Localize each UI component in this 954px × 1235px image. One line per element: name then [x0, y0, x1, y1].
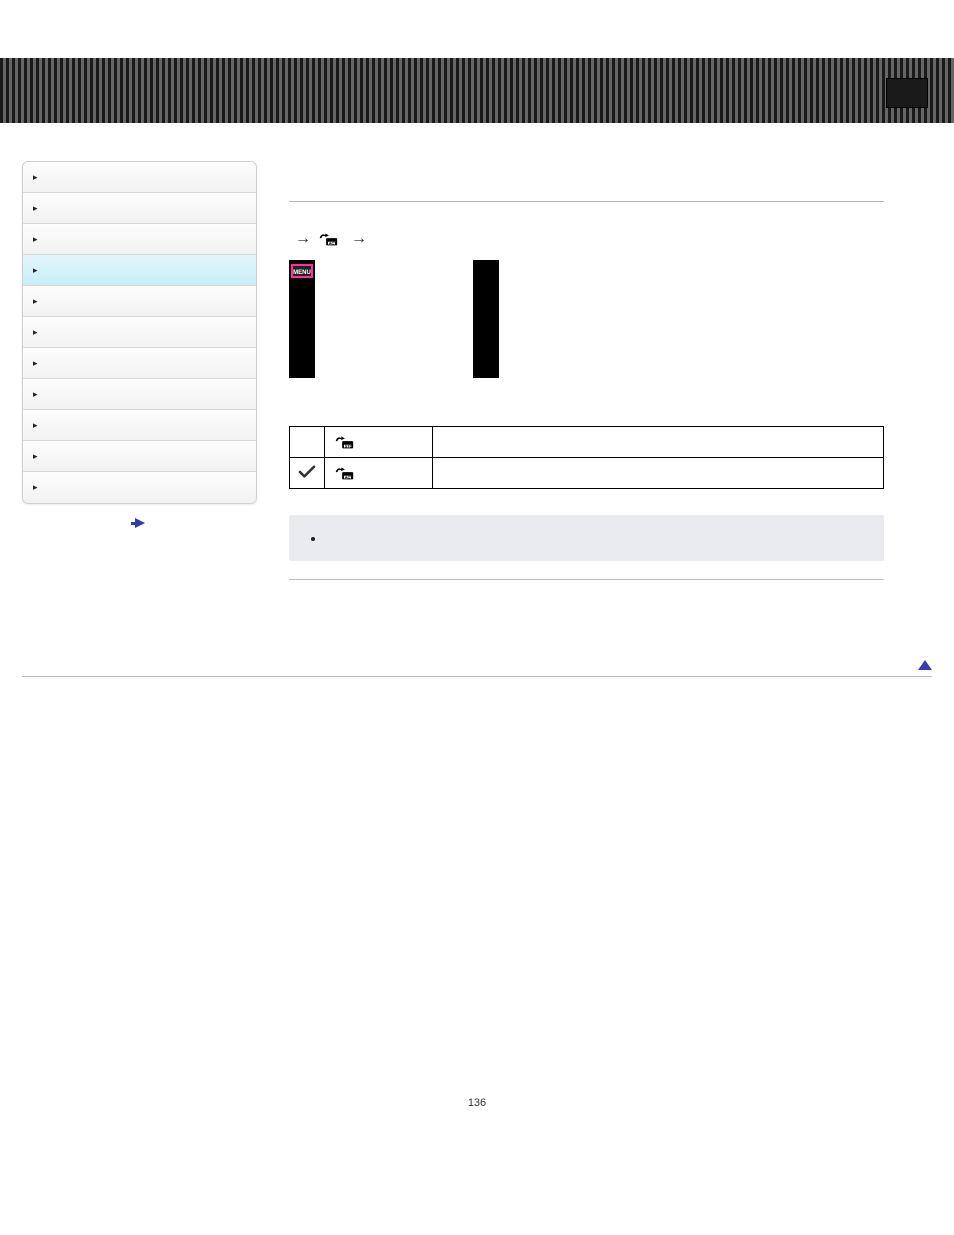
menu-badge[interactable]: MENU [291, 264, 313, 278]
steadyshot-std-icon: STD [333, 433, 355, 451]
table-row: STD [290, 427, 884, 458]
sidebar-item-2[interactable]: ▸ [23, 224, 256, 255]
arrow-right-glyph: → [295, 230, 311, 248]
camera-preview: MENU [289, 260, 499, 378]
caret-right-icon: ▸ [33, 358, 38, 369]
page-number: 136 [0, 1097, 954, 1109]
sidebar-item-4[interactable]: ▸ [23, 286, 256, 317]
steadyshot-icon: ACT [317, 230, 339, 248]
step-breadcrumb: → ACT → [289, 230, 884, 248]
sidebar-next-arrow[interactable] [22, 518, 257, 528]
caret-right-icon: ▸ [33, 389, 38, 400]
option-default-cell [290, 458, 325, 489]
caret-right-icon: ▸ [33, 327, 38, 338]
option-default-cell [290, 427, 325, 458]
caret-right-icon: ▸ [33, 234, 38, 245]
header-badge [886, 78, 928, 108]
caret-right-icon: ▸ [33, 203, 38, 214]
options-table: STD [289, 426, 884, 489]
option-mode-cell: STD [325, 427, 433, 458]
camera-preview-screen: MENU [315, 260, 473, 378]
sidebar-item-10[interactable]: ▸ [23, 472, 256, 503]
table-row: ACT [290, 458, 884, 489]
sidebar-item-3[interactable]: ▸ [23, 255, 256, 286]
svg-text:STD: STD [345, 445, 353, 449]
sidebar-item-1[interactable]: ▸ [23, 193, 256, 224]
sidebar-item-7[interactable]: ▸ [23, 379, 256, 410]
note-item [325, 529, 868, 547]
steadyshot-act-icon: ACT [333, 464, 355, 482]
divider [289, 579, 884, 580]
option-mode-cell: ACT [325, 458, 433, 489]
caret-right-icon: ▸ [33, 482, 38, 493]
go-to-top-button[interactable] [22, 660, 932, 677]
svg-text:ACT: ACT [329, 242, 337, 246]
triangle-up-icon [918, 660, 932, 670]
sidebar-item-6[interactable]: ▸ [23, 348, 256, 379]
option-desc-cell [433, 458, 884, 489]
caret-right-icon: ▸ [33, 451, 38, 462]
arrow-right-glyph: → [351, 230, 367, 248]
check-icon [298, 468, 316, 482]
caret-right-icon: ▸ [33, 296, 38, 307]
sidebar-item-0[interactable]: ▸ [23, 162, 256, 193]
sidebar-item-8[interactable]: ▸ [23, 410, 256, 441]
caret-right-icon: ▸ [33, 265, 38, 276]
sidebar-item-5[interactable]: ▸ [23, 317, 256, 348]
sidebar-item-9[interactable]: ▸ [23, 441, 256, 472]
option-desc-cell [433, 427, 884, 458]
main-content: → ACT → MENU [289, 161, 932, 580]
svg-text:ACT: ACT [345, 476, 353, 480]
header-stripe-band [0, 58, 954, 123]
divider [289, 201, 884, 202]
caret-right-icon: ▸ [33, 172, 38, 183]
caret-right-icon: ▸ [33, 420, 38, 431]
sidebar-panel: ▸ ▸ ▸ ▸ ▸ [22, 161, 257, 504]
arrow-right-icon [135, 518, 145, 528]
sidebar: ▸ ▸ ▸ ▸ ▸ [22, 161, 257, 528]
note-box [289, 515, 884, 561]
